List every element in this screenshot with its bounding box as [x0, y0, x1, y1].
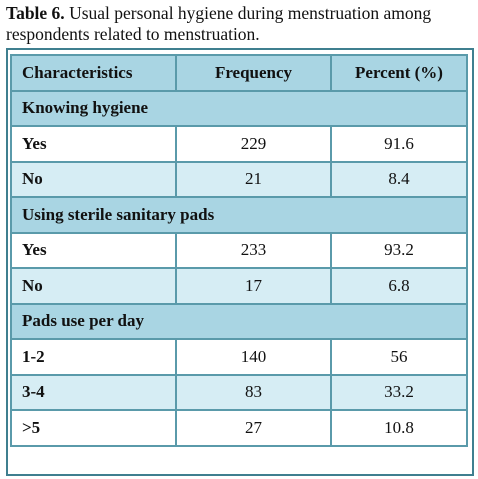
data-row: No 17 6.8	[10, 267, 468, 305]
section-row: Pads use per day	[10, 302, 468, 340]
value-cell: 140	[175, 338, 332, 376]
row-label: Yes	[10, 125, 177, 163]
section-row: Using sterile sanitary pads	[10, 196, 468, 234]
caption-text: Usual personal hygiene during menstruati…	[6, 3, 432, 44]
row-label: No	[10, 160, 177, 198]
row-label: Yes	[10, 231, 177, 269]
value-cell: 56	[330, 338, 468, 376]
section-title: Using sterile sanitary pads	[10, 196, 468, 234]
value-cell: 83	[175, 373, 332, 411]
data-row: Yes 233 93.2	[10, 231, 468, 269]
section-title: Pads use per day	[10, 302, 468, 340]
row-label: 1-2	[10, 338, 177, 376]
header-cell: Frequency	[175, 54, 332, 92]
value-cell: 17	[175, 267, 332, 305]
value-cell: 229	[175, 125, 332, 163]
header-cell: Percent (%)	[330, 54, 468, 92]
value-cell: 91.6	[330, 125, 468, 163]
row-label: >5	[10, 409, 177, 447]
row-label: 3-4	[10, 373, 177, 411]
header-cell: Characteristics	[10, 54, 177, 92]
data-row: >5 27 10.8	[10, 409, 468, 447]
table-frame: Characteristics Frequency Percent (%) Knowi…	[6, 48, 474, 476]
value-cell: 6.8	[330, 267, 468, 305]
value-cell: 33.2	[330, 373, 468, 411]
value-cell: 10.8	[330, 409, 468, 447]
section-row: Knowing hygiene	[10, 89, 468, 127]
header-row: Characteristics Frequency Percent (%)	[10, 54, 468, 92]
value-cell: 93.2	[330, 231, 468, 269]
data-row: 1-2 140 56	[10, 338, 468, 376]
data-row: No 21 8.4	[10, 160, 468, 198]
value-cell: 27	[175, 409, 332, 447]
value-cell: 233	[175, 231, 332, 269]
section-title: Knowing hygiene	[10, 89, 468, 127]
caption: Table 6. Usual personal hygiene during m…	[6, 3, 476, 45]
data-row: 3-4 83 33.2	[10, 373, 468, 411]
value-cell: 21	[175, 160, 332, 198]
value-cell: 8.4	[330, 160, 468, 198]
table: Characteristics Frequency Percent (%) Knowi…	[10, 54, 468, 447]
caption-label: Table 6.	[6, 3, 65, 23]
row-label: No	[10, 267, 177, 305]
data-row: Yes 229 91.6	[10, 125, 468, 163]
